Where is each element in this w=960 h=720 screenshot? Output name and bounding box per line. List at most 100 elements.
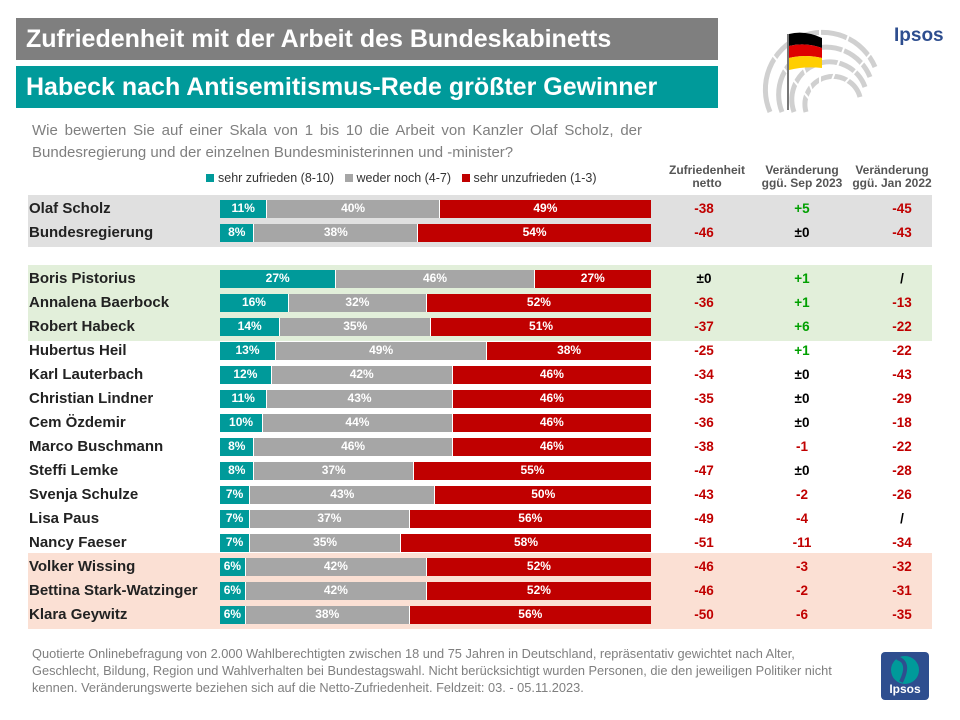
value-netto: -43	[694, 487, 714, 502]
bar-segment-unsatisfied: 38%	[487, 342, 651, 360]
row-label: Olaf Scholz	[29, 200, 111, 217]
bar-segment-satisfied: 12%	[220, 366, 272, 384]
value-sep: +1	[794, 295, 810, 310]
bar-segment-unsatisfied: 52%	[426, 294, 651, 312]
bar-segment-satisfied: 8%	[220, 438, 255, 456]
value-netto: -36	[694, 415, 714, 430]
value-jan: -43	[892, 367, 912, 382]
stacked-bar: 11% 43% 46%	[220, 390, 651, 408]
value-jan: -28	[892, 463, 912, 478]
bar-segment-neutral: 37%	[254, 462, 414, 480]
bar-segment-satisfied: 11%	[220, 200, 268, 218]
stacked-bar: 12% 42% 46%	[220, 366, 651, 384]
stacked-bar: 6% 38% 56%	[220, 606, 651, 624]
value-jan: -32	[892, 559, 912, 574]
bar-segment-satisfied: 27%	[220, 270, 337, 288]
ipsos-logo-text: Ipsos	[889, 682, 921, 696]
value-sep: -3	[795, 559, 808, 574]
ipsos-logo: Ipsos	[894, 25, 944, 46]
value-sep: +5	[794, 201, 810, 216]
value-jan: -22	[892, 343, 912, 358]
value-netto: -46	[694, 559, 714, 574]
bar-segment-neutral: 49%	[276, 342, 488, 360]
value-sep: ±0	[794, 391, 810, 406]
value-jan: -22	[892, 319, 912, 334]
row-label: Hubertus Heil	[29, 342, 127, 359]
legend-label: sehr zufrieden (8-10)	[218, 171, 335, 185]
bar-segment-neutral: 42%	[271, 366, 453, 384]
row-label: Svenja Schulze	[29, 486, 139, 503]
value-jan: -35	[892, 607, 912, 622]
value-jan: -26	[892, 487, 912, 502]
row-label: Volker Wissing	[29, 558, 136, 575]
bar-segment-neutral: 37%	[250, 510, 410, 528]
bar-segment-unsatisfied: 50%	[435, 486, 651, 504]
value-sep: -2	[795, 583, 808, 598]
value-netto: -38	[694, 201, 714, 216]
row-label: Christian Lindner	[29, 390, 154, 407]
survey-question: Wie bewerten Sie auf einer Skala von 1 b…	[32, 122, 642, 161]
value-jan: -22	[892, 439, 912, 454]
bar-segment-neutral: 46%	[254, 438, 453, 456]
value-netto: -49	[694, 511, 714, 526]
value-netto: -46	[694, 583, 714, 598]
value-sep: ±0	[794, 367, 810, 382]
value-jan: -34	[892, 535, 912, 550]
stacked-bar: 7% 37% 56%	[220, 510, 651, 528]
bar-segment-neutral: 38%	[245, 606, 410, 624]
value-jan: -18	[892, 415, 912, 430]
value-jan: /	[900, 271, 904, 286]
stacked-bar: 16% 32% 52%	[220, 294, 651, 312]
value-jan: -31	[892, 583, 912, 598]
value-sep: -2	[795, 487, 808, 502]
bar-segment-unsatisfied: 46%	[452, 366, 651, 384]
row-label: Lisa Paus	[29, 510, 100, 527]
legend-swatch	[461, 174, 470, 182]
bar-segment-neutral: 32%	[288, 294, 427, 312]
value-jan: -13	[892, 295, 912, 310]
value-sep: -11	[792, 535, 812, 550]
value-netto: ±0	[696, 271, 712, 286]
bar-segment-unsatisfied: 49%	[439, 200, 651, 218]
legend-swatch	[344, 174, 353, 182]
legend-item-satisfied: sehr zufrieden (8-10)	[206, 171, 334, 185]
row-label: Cem Özdemir	[29, 414, 126, 431]
row-label: Klara Geywitz	[29, 606, 128, 623]
chart-title: Zufriedenheit mit der Arbeit des Bundesk…	[16, 18, 718, 60]
bar-segment-neutral: 44%	[263, 414, 453, 432]
value-jan: -43	[892, 225, 912, 240]
value-sep: ±0	[794, 463, 810, 478]
row-label: Robert Habeck	[29, 318, 135, 335]
bar-segment-unsatisfied: 46%	[452, 390, 651, 408]
bar-segment-neutral: 42%	[245, 558, 427, 576]
ipsos-emblem-icon	[891, 656, 919, 684]
legend: sehr zufrieden (8-10) weder noch (4-7) s…	[206, 171, 603, 185]
bar-segment-satisfied: 14%	[220, 318, 281, 336]
bar-segment-unsatisfied: 46%	[452, 438, 651, 456]
bar-segment-satisfied: 6%	[220, 582, 246, 600]
bar-segment-satisfied: 7%	[220, 534, 251, 552]
bar-segment-unsatisfied: 56%	[409, 606, 651, 624]
value-netto: -38	[694, 439, 714, 454]
bar-segment-neutral: 43%	[250, 486, 436, 504]
value-sep: -4	[795, 511, 808, 526]
value-sep: -1	[795, 439, 808, 454]
bar-segment-satisfied: 8%	[220, 462, 255, 480]
bar-segment-satisfied: 6%	[220, 606, 246, 624]
value-netto: -36	[694, 295, 714, 310]
legend-swatch	[206, 174, 214, 182]
value-netto: -25	[694, 343, 714, 358]
bar-segment-neutral: 40%	[267, 200, 440, 218]
value-jan: -45	[892, 201, 912, 216]
value-sep: +1	[794, 343, 810, 358]
stacked-bar: 6% 42% 52%	[220, 558, 651, 576]
row-label: Bettina Stark-Watzinger	[29, 582, 198, 599]
legend-item-neutral: weder noch (4-7)	[344, 171, 451, 185]
bar-segment-satisfied: 11%	[220, 390, 268, 408]
value-sep: +1	[794, 271, 810, 286]
stacked-bar: 14% 35% 51%	[220, 318, 651, 336]
footnote: Quotierte Onlinebefragung von 2.000 Wahl…	[32, 646, 832, 695]
value-sep: -6	[795, 607, 808, 622]
stacked-bar: 13% 49% 38%	[220, 342, 651, 360]
bar-segment-satisfied: 13%	[220, 342, 277, 360]
